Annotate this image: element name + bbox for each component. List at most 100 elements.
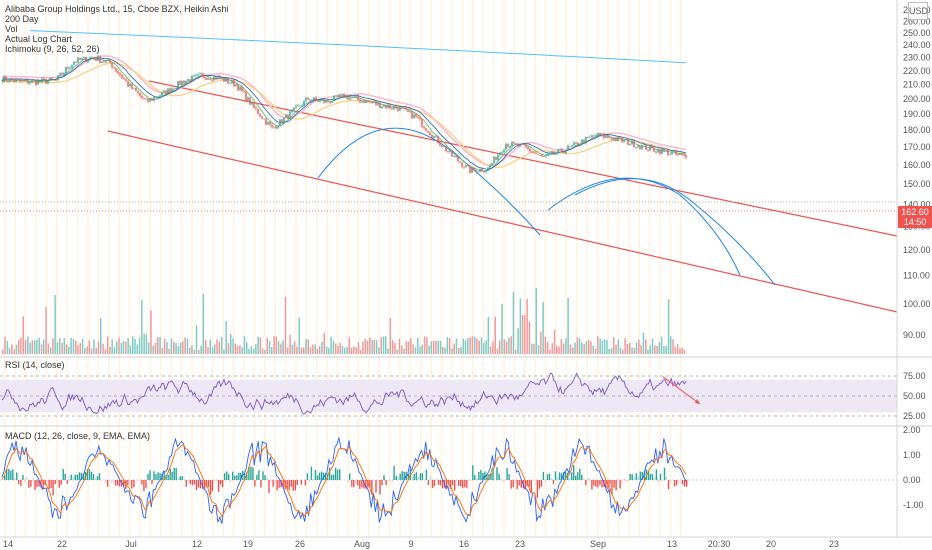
candle-body (389, 104, 391, 108)
macd-histogram-bar (597, 480, 599, 488)
candle-body (445, 146, 447, 151)
session-stripe (607, 0, 609, 537)
macd-histogram-bar (655, 469, 658, 480)
volume-bar (305, 339, 307, 354)
volume-bar (120, 343, 123, 354)
session-stripe (368, 0, 370, 537)
volume-bar (246, 342, 248, 354)
macd-histogram-bar (62, 469, 64, 480)
macd-histogram-bar (635, 473, 637, 480)
volume-bar (346, 346, 348, 354)
macd-histogram-bar (42, 480, 44, 489)
volume-bar (619, 347, 622, 354)
session-stripe (97, 0, 100, 537)
volume-bar (572, 347, 574, 354)
volume-bar (195, 325, 198, 354)
macd-histogram-bar (371, 480, 373, 495)
candle-body (609, 137, 611, 139)
macd-histogram-bar (205, 480, 208, 487)
session-stripe (430, 0, 432, 537)
candle-body (665, 150, 667, 151)
candle-body (673, 151, 675, 153)
candle-body (99, 56, 101, 63)
legend-line-ma: 200 Day (5, 14, 39, 24)
macd-histogram-bar (219, 480, 222, 485)
macd-histogram-bar (151, 480, 153, 484)
macd-tick-label: 0.00 (903, 475, 921, 485)
candle-body (153, 97, 155, 101)
macd-histogram-bar (554, 471, 557, 480)
macd-histogram-bar (199, 480, 202, 489)
macd-histogram-bar (490, 473, 492, 480)
macd-histogram-bar (478, 471, 480, 480)
candle-body (329, 101, 331, 103)
candle-body (131, 83, 133, 89)
volume-bar (157, 337, 159, 354)
session-stripe (87, 0, 89, 537)
volume-bar (448, 338, 451, 354)
macd-histogram-bar (641, 472, 643, 480)
macd-histogram-bar (445, 480, 448, 490)
volume-bar (444, 347, 446, 354)
macd-histogram-bar (300, 480, 302, 485)
volume-bar (635, 342, 638, 354)
session-stripe (357, 0, 360, 537)
candle-body (663, 149, 665, 151)
volume-bar (385, 336, 387, 354)
macd-histogram-bar (671, 480, 674, 481)
macd-histogram-bar (359, 480, 361, 489)
macd-histogram-bar (171, 471, 173, 480)
currency-button[interactable]: USD (908, 2, 928, 20)
macd-tick-label: 2.00 (903, 425, 921, 435)
volume-bar (492, 341, 494, 354)
macd-histogram-bar (177, 477, 179, 480)
volume-bar (337, 345, 339, 354)
candle-body (341, 93, 343, 95)
candle-body (579, 144, 581, 146)
volume-bar (672, 339, 674, 354)
candle-body (425, 128, 427, 131)
volume-bar (321, 341, 323, 354)
candle-body (485, 170, 487, 172)
candle-body (93, 57, 95, 59)
session-stripe (139, 0, 141, 537)
volume-bar (163, 338, 166, 354)
volume-bar (250, 346, 252, 354)
chart-legend: Alibaba Group Holdings Ltd., 15, Cboe BZ… (5, 4, 229, 54)
volume-bar (15, 344, 18, 354)
candle-body (387, 104, 389, 108)
candle-body (557, 149, 559, 154)
macd-histogram-bar (82, 473, 85, 480)
candle-body (645, 144, 647, 150)
price-tick-label: 230.00 (903, 53, 931, 63)
macd-histogram-bar (530, 480, 532, 493)
candle-body (283, 117, 285, 123)
session-stripe (513, 0, 516, 537)
macd-histogram-bar (96, 476, 99, 480)
volume-bar (318, 346, 321, 354)
candle-body (177, 81, 179, 89)
candle-body (677, 154, 679, 156)
candle-body (187, 79, 189, 81)
macd-histogram-bar (16, 472, 18, 480)
macd-histogram-bar (433, 480, 436, 487)
price-tick-label: 260.00 (903, 16, 931, 26)
session-stripe (503, 0, 505, 537)
candle-body (201, 73, 203, 75)
candle-body (675, 151, 677, 155)
candle-body (145, 98, 147, 100)
volume-bar (540, 331, 542, 354)
macd-histogram-bar (78, 472, 81, 480)
volume-bar (225, 321, 227, 354)
volume-bar (503, 339, 506, 354)
candle-body (357, 96, 359, 100)
volume-bar (316, 348, 319, 354)
macd-histogram-bar (629, 473, 631, 480)
candle-body (137, 91, 139, 94)
time-tick-label: 12 (192, 539, 202, 549)
volume-bar (569, 344, 572, 354)
volume-bar (152, 345, 154, 354)
candle-body (231, 80, 233, 83)
legend-line-ichimoku: Ichimoku (9, 26, 52, 26) (5, 44, 100, 54)
